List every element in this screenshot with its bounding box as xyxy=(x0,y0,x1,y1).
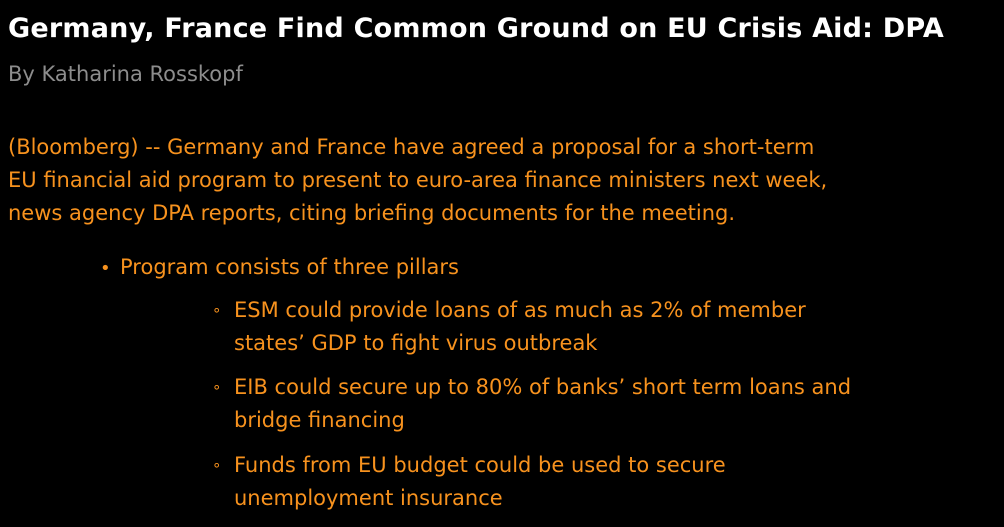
sub-bullet-line: ESM could provide loans of as much as 2%… xyxy=(234,298,806,322)
sub-bullet-item: ∘ EIB could secure up to 80% of banks’ s… xyxy=(212,371,851,437)
bullet-text: Program consists of three pillars xyxy=(120,255,459,279)
article-headline: Germany, France Find Common Ground on EU… xyxy=(8,13,944,44)
sub-bullet-line: EIB could secure up to 80% of banks’ sho… xyxy=(234,375,852,399)
hollow-circle-bullet-icon: ∘ xyxy=(212,378,222,396)
lead-line: EU financial aid program to present to e… xyxy=(8,168,828,192)
sub-bullet-line: bridge financing xyxy=(234,408,405,432)
bullet-dot-icon: • xyxy=(100,258,111,279)
hollow-circle-bullet-icon: ∘ xyxy=(212,301,222,319)
sub-bullet-item: ∘ ESM could provide loans of as much as … xyxy=(212,294,806,360)
article-byline: By Katharina Rosskopf xyxy=(8,62,243,86)
lead-line: news agency DPA reports, citing briefing… xyxy=(8,201,736,225)
sub-bullet-line: Funds from EU budget could be used to se… xyxy=(234,453,726,477)
sub-bullet-item: ∘ Funds from EU budget could be used to … xyxy=(212,449,726,515)
bullet-item: • Program consists of three pillars xyxy=(100,251,459,285)
sub-bullet-line: unemployment insurance xyxy=(234,486,503,510)
sub-bullet-line: states’ GDP to fight virus outbreak xyxy=(234,331,598,355)
hollow-circle-bullet-icon: ∘ xyxy=(212,456,222,474)
article-lead-paragraph: (Bloomberg) -- Germany and France have a… xyxy=(8,131,908,230)
lead-line: (Bloomberg) -- Germany and France have a… xyxy=(8,135,815,159)
